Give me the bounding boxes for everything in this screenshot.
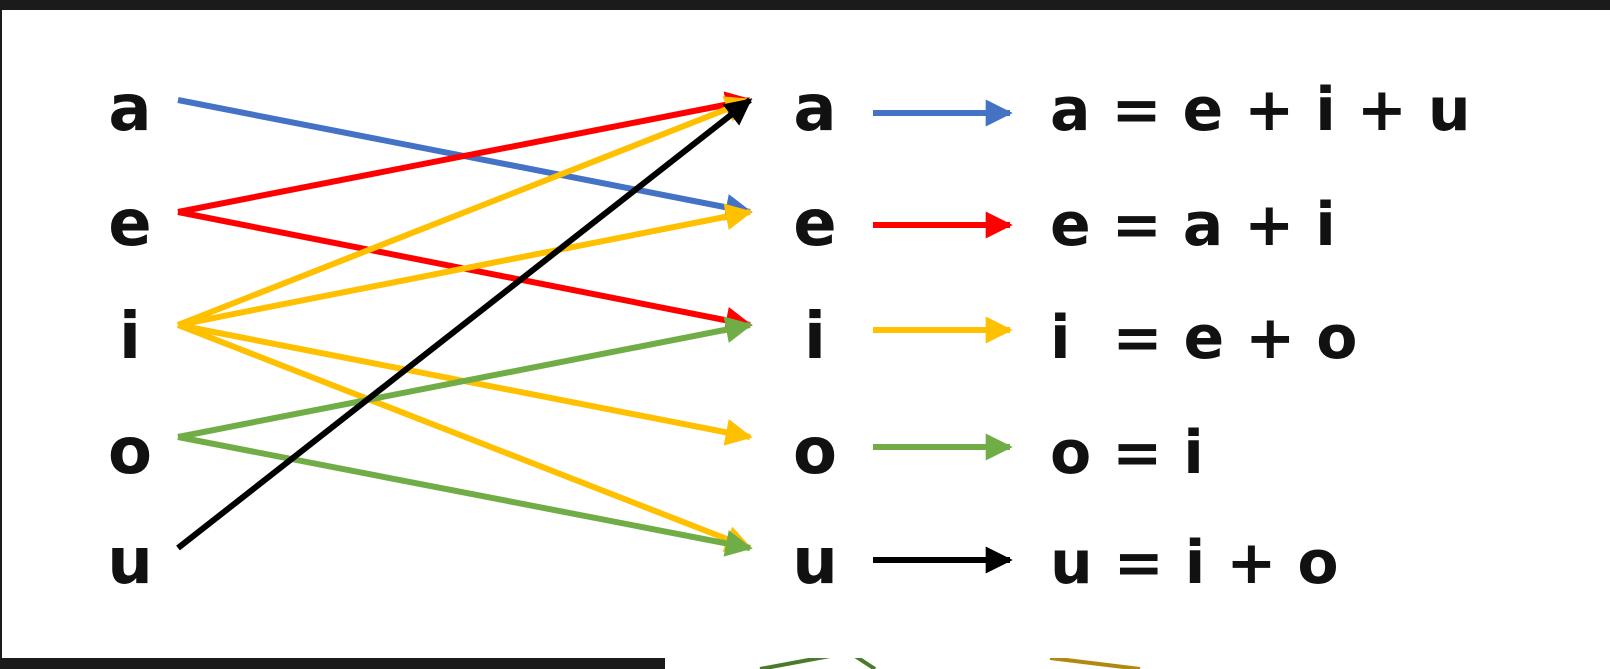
right-column: a e i o u xyxy=(792,72,838,599)
left-vowel-e: e xyxy=(108,187,151,261)
connection-u-to-a xyxy=(176,97,753,551)
right-vowel-i: i xyxy=(804,300,826,374)
left-vowel-i: i xyxy=(119,300,141,374)
equation-u: u = i + o xyxy=(1050,528,1339,598)
left-vowel-a: a xyxy=(108,72,151,146)
connection-e-to-a xyxy=(177,91,753,215)
background-line-green xyxy=(759,654,831,669)
connection-o-to-u xyxy=(177,434,753,557)
connection-o-to-i xyxy=(177,316,753,440)
legend-arrows xyxy=(873,99,1013,574)
connection-i-to-e xyxy=(177,203,753,328)
right-vowel-o: o xyxy=(793,415,837,489)
equation-e: e = a + i xyxy=(1050,190,1336,260)
right-vowel-u: u xyxy=(792,525,838,599)
equation-i: i = e + o xyxy=(1050,303,1357,373)
equations: a = e + i + u e = a + i i = e + o o = i … xyxy=(1050,75,1471,598)
background-line-green-2 xyxy=(853,654,877,669)
background-line-gold xyxy=(1049,656,1141,669)
connection-i-to-u xyxy=(176,322,753,552)
connection-i-to-a xyxy=(176,96,753,328)
equation-o: o = i xyxy=(1050,418,1204,488)
left-column: a e i o u xyxy=(107,72,153,599)
equation-a: a = e + i + u xyxy=(1050,75,1471,145)
background-slide-edge xyxy=(665,655,1610,669)
left-vowel-u: u xyxy=(107,525,153,599)
right-vowel-a: a xyxy=(793,72,836,146)
connections xyxy=(176,91,753,557)
right-vowel-e: e xyxy=(793,187,836,261)
left-vowel-o: o xyxy=(108,415,152,489)
